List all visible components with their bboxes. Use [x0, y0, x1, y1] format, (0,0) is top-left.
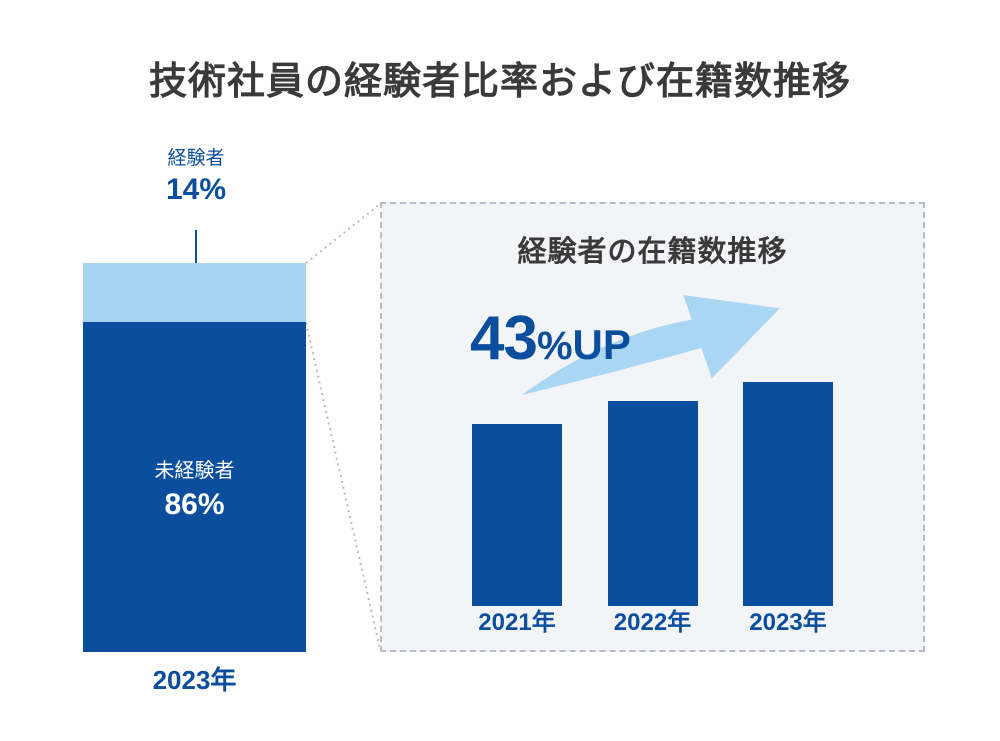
inexperienced-value: 86%	[164, 488, 225, 521]
bar-column-2023: 2023年	[743, 382, 833, 638]
panel-title: 経験者の在籍数推移	[517, 236, 788, 268]
bar-chart: 2021年 2022年 2023年	[472, 382, 833, 638]
stacked-bar-year-label: 2023年	[152, 665, 237, 695]
growth-up-text: UP	[572, 321, 631, 368]
experienced-label: 経験者	[167, 148, 225, 169]
inexperienced-label: 未経験者	[154, 460, 235, 482]
bar-2023	[743, 382, 833, 606]
bar-2022	[607, 401, 698, 606]
growth-percent-sign: %	[536, 324, 573, 368]
growth-annotation: 43 % UP	[470, 308, 631, 370]
bar-column-2021: 2021年	[472, 424, 562, 638]
experienced-callout: 経験者 14%	[96, 147, 296, 208]
bar-2021	[472, 424, 562, 606]
bar-column-2022: 2022年	[607, 401, 698, 638]
experienced-segment	[83, 263, 306, 322]
stacked-bar: 未経験者 86%	[83, 263, 306, 652]
growth-number: 43	[470, 304, 538, 373]
inexperienced-segment: 未経験者 86%	[83, 322, 306, 652]
experienced-value: 14%	[165, 172, 227, 206]
bar-label-2022: 2022年	[613, 609, 692, 636]
detail-panel: 経験者の在籍数推移 43 % UP 2021年 2022年 2023年	[380, 202, 925, 652]
page-title: 技術社員の経験者比率および在籍数推移	[148, 61, 851, 103]
bar-label-2021: 2021年	[478, 609, 556, 636]
bar-label-2023: 2023年	[749, 609, 827, 636]
growth-arrow-icon	[522, 295, 780, 395]
